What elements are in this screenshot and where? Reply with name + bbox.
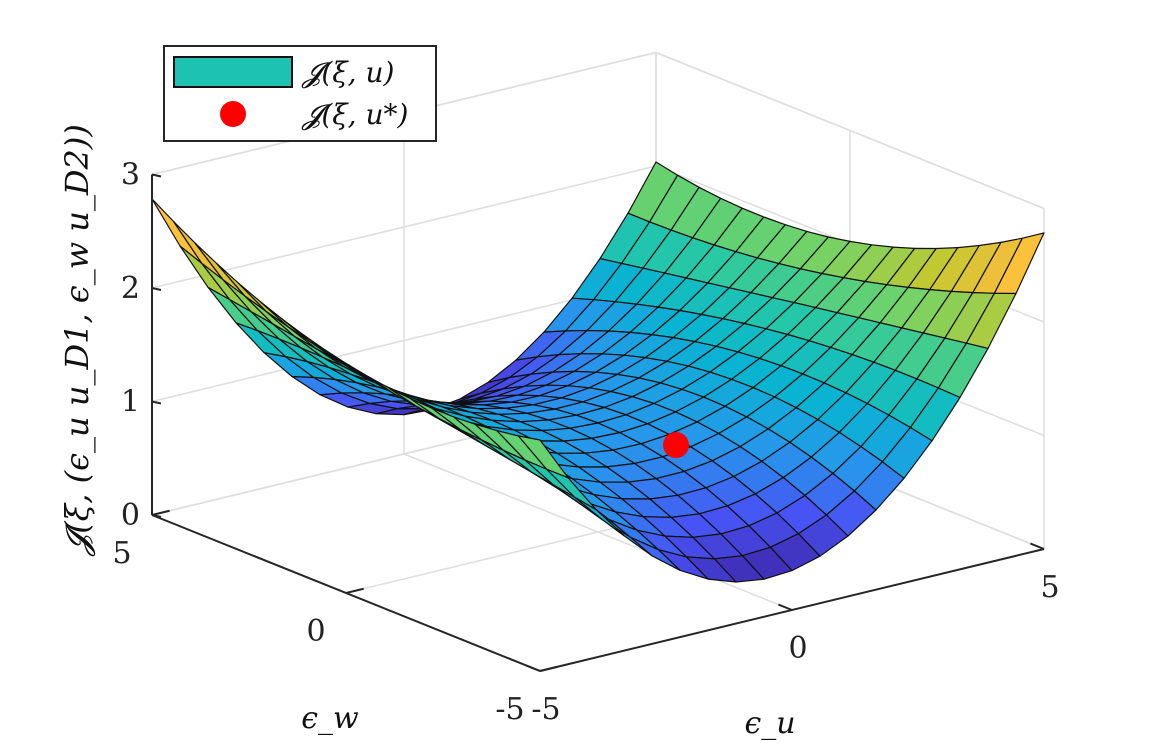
y-tick-label: 5 (112, 536, 131, 571)
surface-mesh (151, 161, 1045, 583)
x-tick-label: 0 (788, 631, 807, 666)
x-axis-label: ϵ_u (744, 706, 795, 741)
grid-line (655, 51, 1045, 210)
x-tick-label: 5 (1040, 570, 1059, 605)
legend-swatch-surface (173, 56, 293, 88)
z-tick (151, 514, 162, 518)
axis-labels: ϵ_u ϵ_w 𝓙(ξ, (ϵ_u u_D1, ϵ_w u_D2)) (58, 124, 796, 741)
legend-entry-label: 𝓙(ξ, u) (301, 56, 394, 89)
x-tick (526, 664, 541, 672)
x-tick (1030, 542, 1045, 550)
x-tick (778, 603, 793, 611)
y-tick (539, 665, 558, 672)
y-tick (345, 587, 364, 594)
z-tick (151, 287, 162, 291)
legend: 𝓙(ξ, u) 𝓙(ξ, u*) (163, 45, 437, 142)
y-tick (151, 509, 170, 516)
surface-patch (517, 435, 569, 479)
optimum-point (663, 432, 689, 459)
z-tick-label: 2 (121, 271, 140, 306)
z-tick-label: 1 (121, 385, 140, 420)
surface-patch (151, 198, 203, 264)
y-tick-label: 0 (306, 614, 325, 649)
z-tick-label: 3 (121, 158, 140, 193)
x-tick-label: -5 (531, 692, 560, 727)
z-axis-label: 𝓙(ξ, (ϵ_u u_D1, ϵ_w u_D2)) (58, 124, 96, 557)
z-tick-label: 0 (121, 498, 140, 533)
z-tick (151, 400, 162, 405)
y-tick-label: -5 (495, 692, 524, 727)
z-tick (151, 173, 162, 178)
legend-entry-label: 𝓙(ξ, u*) (301, 98, 408, 131)
y-axis-label: ϵ_w (301, 701, 359, 736)
legend-swatch-point (220, 101, 246, 127)
